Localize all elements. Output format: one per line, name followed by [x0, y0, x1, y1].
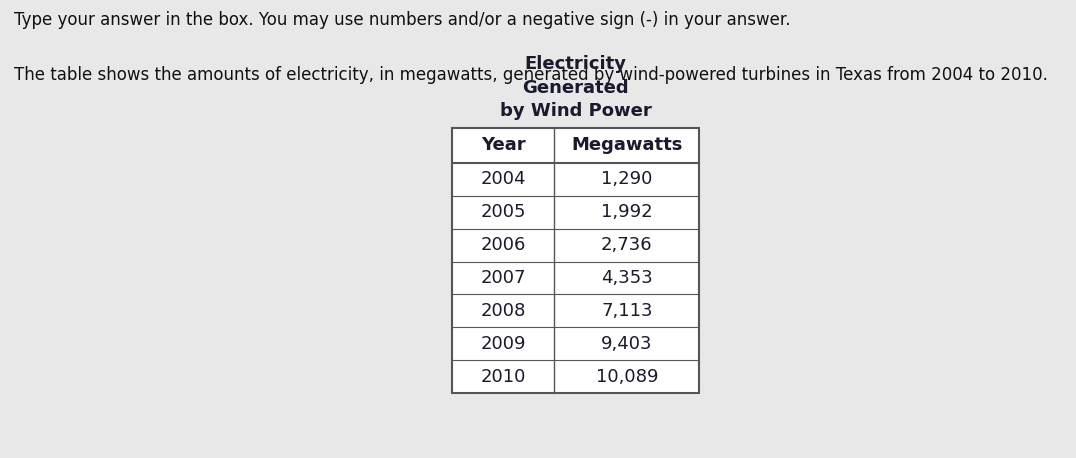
Text: 2009: 2009 [480, 335, 526, 353]
Text: 1,290: 1,290 [601, 170, 652, 188]
Text: 2010: 2010 [480, 368, 526, 386]
Text: Electricity
Generated
by Wind Power: Electricity Generated by Wind Power [499, 55, 652, 120]
Text: 10,089: 10,089 [595, 368, 659, 386]
Text: 1,992: 1,992 [601, 203, 652, 221]
Text: 2004: 2004 [480, 170, 526, 188]
Text: 2006: 2006 [480, 236, 526, 254]
Text: 2,736: 2,736 [601, 236, 652, 254]
Text: The table shows the amounts of electricity, in megawatts, generated by wind-powe: The table shows the amounts of electrici… [14, 66, 1048, 84]
Text: Megawatts: Megawatts [571, 136, 682, 154]
Text: 2007: 2007 [480, 269, 526, 287]
Text: Year: Year [481, 136, 525, 154]
Text: Type your answer in the box. You may use numbers and/or a negative sign (-) in y: Type your answer in the box. You may use… [14, 11, 791, 29]
Text: 4,353: 4,353 [600, 269, 653, 287]
Text: 7,113: 7,113 [601, 302, 652, 320]
Text: 2005: 2005 [480, 203, 526, 221]
Text: 9,403: 9,403 [601, 335, 652, 353]
Text: 2008: 2008 [480, 302, 526, 320]
